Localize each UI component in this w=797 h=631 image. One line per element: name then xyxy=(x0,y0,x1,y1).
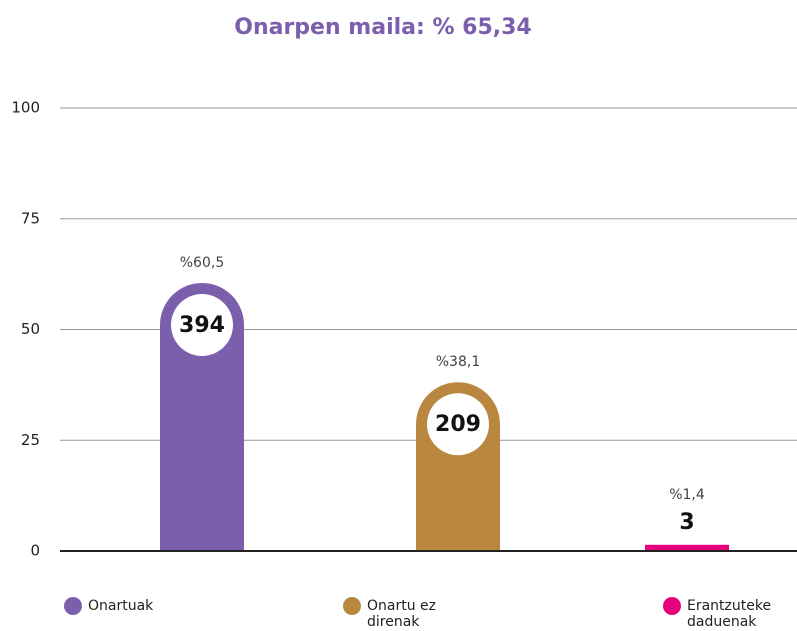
count-label: 209 xyxy=(435,412,481,437)
count-badge xyxy=(427,393,489,456)
y-tick-label: 50 xyxy=(21,320,40,338)
chart-title: Onarpen maila: % 65,34 xyxy=(234,15,532,40)
legend-swatch xyxy=(663,597,681,615)
bar xyxy=(645,544,729,551)
count-label: 394 xyxy=(179,313,225,338)
y-tick-label: 25 xyxy=(21,431,40,449)
y-tick-label: 75 xyxy=(21,209,40,227)
legend-swatch xyxy=(64,597,82,615)
legend-label: Onartu ez direnak xyxy=(367,598,437,630)
y-tick-label: 100 xyxy=(11,99,40,117)
value-label: %38,1 xyxy=(436,354,480,370)
legend-swatch xyxy=(343,597,361,615)
bar xyxy=(160,282,244,551)
legend-item: Onartu ez direnak xyxy=(343,597,477,630)
legend-label: Onartuak xyxy=(88,598,154,614)
legend-item: Onartuak xyxy=(64,597,153,615)
value-label: %60,5 xyxy=(180,255,224,271)
legend-item: Erantzuteke daduenak xyxy=(663,597,797,630)
count-label: 3 xyxy=(679,510,694,535)
y-tick-label: 0 xyxy=(30,542,40,560)
count-badge xyxy=(171,293,233,356)
value-label: %1,4 xyxy=(669,487,705,503)
legend-label: Erantzuteke daduenak xyxy=(687,598,772,630)
